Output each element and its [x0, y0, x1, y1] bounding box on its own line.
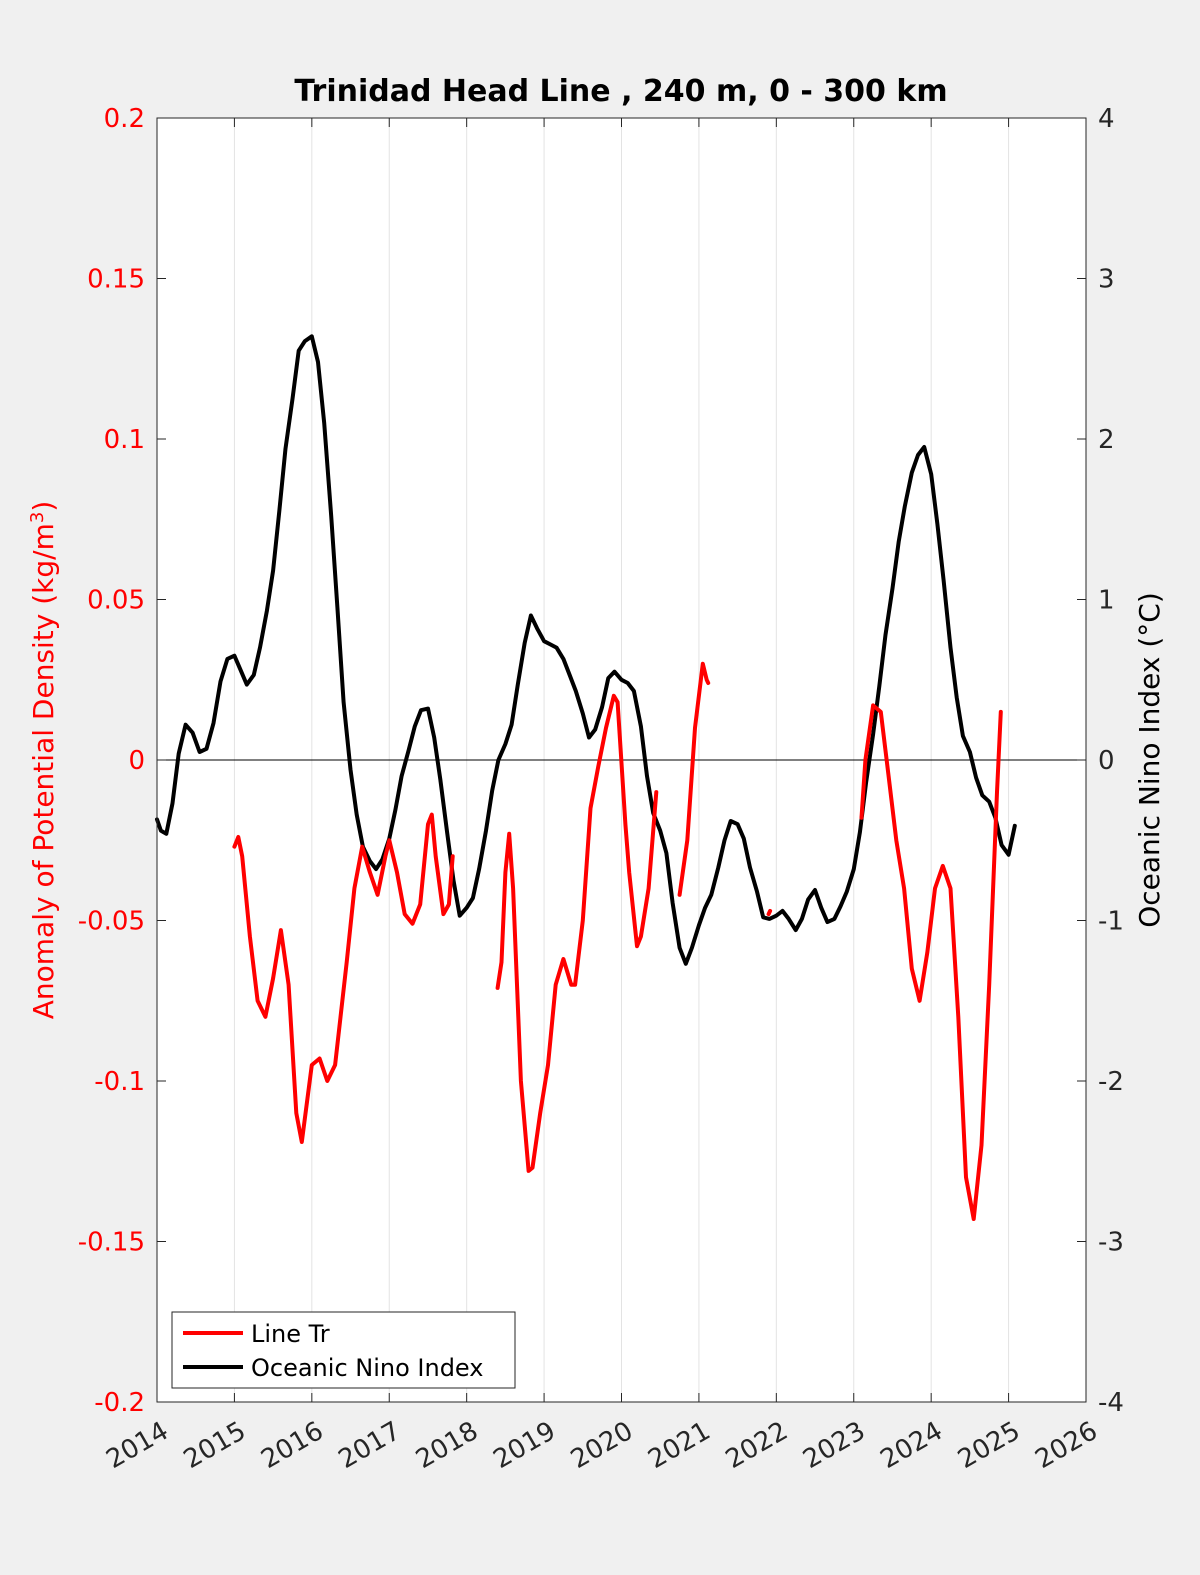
- left-y-axis-label-suffix: ): [27, 501, 60, 512]
- series-oceanic-nino-index-segment-0: [155, 334, 1017, 966]
- chart-title: Trinidad Head Line , 240 m, 0 - 300 km: [294, 74, 947, 109]
- legend-label-line-tr: Line Tr: [251, 1320, 330, 1348]
- left-tick-label-0.15: 0.15: [87, 265, 145, 295]
- legend: Line Tr Oceanic Nino Index: [171, 1311, 516, 1389]
- series-line-tr-segment-1: [495, 693, 659, 1173]
- series-line-tr-segment-2: [677, 661, 711, 897]
- right-tick-label--2: -2: [1098, 1067, 1124, 1097]
- legend-box: [171, 1311, 516, 1389]
- left-y-axis-label-superscript: 3: [27, 512, 48, 523]
- left-y-axis-label-text: Anomaly of Potential Density (kg/m: [27, 523, 60, 1019]
- left-y-axis-label: Anomaly of Potential Density (kg/m3): [27, 501, 61, 1020]
- left-tick-label-0.1: 0.1: [104, 425, 145, 455]
- right-y-axis-label: Oceanic Nino Index (°C): [1133, 592, 1166, 928]
- left-tick-label-0: 0: [128, 746, 145, 776]
- left-tick-label--0.15: -0.15: [78, 1228, 145, 1258]
- series-line-tr-segment-4: [859, 703, 1003, 1221]
- right-tick-label-1: 1: [1098, 586, 1115, 616]
- left-tick-label-0.05: 0.05: [87, 586, 145, 616]
- right-tick-label-3: 3: [1098, 265, 1115, 295]
- right-tick-label-2: 2: [1098, 425, 1115, 455]
- left-tick-label--0.1: -0.1: [94, 1067, 145, 1097]
- series-layer: [155, 334, 1017, 1221]
- right-y-axis-ticks: 4 3 2 1 0 -1 -2 -3 -4: [1077, 104, 1124, 1418]
- legend-label-oni: Oceanic Nino Index: [251, 1354, 483, 1382]
- right-tick-label--3: -3: [1098, 1228, 1124, 1258]
- left-tick-label--0.2: -0.2: [94, 1388, 145, 1418]
- left-tick-label--0.05: -0.05: [78, 907, 145, 937]
- right-tick-label--1: -1: [1098, 907, 1124, 937]
- series-line-tr-segment-3: [766, 908, 773, 917]
- series-line-tr-segment-0: [232, 812, 455, 1144]
- right-tick-label-0: 0: [1098, 746, 1115, 776]
- left-y-axis-ticks: 0.2 0.15 0.1 0.05 0 -0.05 -0.1 -0.15 -0.2: [78, 104, 166, 1418]
- left-tick-label-0.2: 0.2: [104, 104, 145, 134]
- right-tick-label--4: -4: [1098, 1388, 1124, 1418]
- right-tick-label-4: 4: [1098, 104, 1115, 134]
